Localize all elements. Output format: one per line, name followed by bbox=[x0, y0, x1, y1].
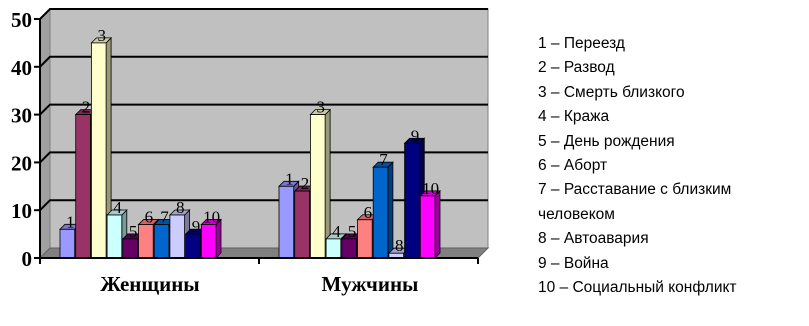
bar-data-label: 10 bbox=[203, 208, 220, 227]
side-wall bbox=[39, 7, 51, 260]
y-tick-label: 20 bbox=[11, 151, 32, 175]
bar-front bbox=[75, 114, 91, 259]
y-tick-label: 0 bbox=[22, 247, 33, 271]
bar-front bbox=[59, 228, 76, 259]
bar-data-label: 7 bbox=[379, 150, 388, 169]
bar-data-label: 5 bbox=[348, 222, 357, 241]
bar bbox=[184, 228, 207, 259]
bar-data-label: 4 bbox=[332, 222, 341, 241]
bar bbox=[200, 218, 222, 259]
bar-front bbox=[122, 238, 138, 259]
bar-data-label: 1 bbox=[285, 169, 294, 188]
bar-front bbox=[91, 42, 107, 259]
bar bbox=[372, 161, 394, 259]
bar-data-label: 1 bbox=[66, 212, 75, 231]
legend-item: 4 – Кража bbox=[538, 108, 610, 126]
bar-front bbox=[169, 214, 185, 259]
x-category-label: Женщины bbox=[100, 272, 199, 296]
y-tick-label: 10 bbox=[11, 199, 32, 223]
legend-item: 6 – Аборт bbox=[538, 157, 608, 175]
gridline bbox=[39, 103, 488, 116]
chart-axes bbox=[34, 18, 479, 264]
bar-front bbox=[309, 114, 326, 259]
legend-item: 9 – Война bbox=[538, 254, 609, 272]
bar-front bbox=[325, 238, 342, 259]
bar-data-label: 9 bbox=[192, 217, 201, 236]
legend-item: 10 – Социальный конфликт bbox=[538, 279, 737, 297]
legend-item: 7 – Расставание с близким человеком bbox=[538, 181, 732, 223]
legend-item: 5 – День рождения bbox=[538, 132, 675, 150]
bar-data-label: 9 bbox=[411, 126, 420, 145]
gridline bbox=[39, 151, 488, 164]
bar bbox=[309, 108, 332, 259]
bar-front bbox=[357, 219, 373, 259]
bar-data-label: 3 bbox=[317, 98, 326, 117]
gridline bbox=[39, 55, 488, 68]
bar-front bbox=[185, 233, 201, 259]
legend-item: 3 – Смерть близкого bbox=[538, 83, 685, 101]
bar-data-label: 6 bbox=[145, 208, 154, 227]
bar-data-label: 8 bbox=[395, 236, 404, 255]
bar-data-label: 3 bbox=[98, 26, 107, 45]
bar-data-label: 2 bbox=[82, 98, 91, 117]
legend-item: 1 – Переезд bbox=[538, 35, 625, 52]
bar bbox=[419, 189, 441, 259]
bar-data-label: 2 bbox=[301, 174, 310, 193]
legend: 1 – Переезд 2 – Развод 3 – Смерть близко… bbox=[538, 32, 808, 300]
legend-item: 8 – Автоавария bbox=[538, 230, 649, 248]
bar-data-label: 5 bbox=[129, 222, 138, 241]
y-tick-label: 40 bbox=[11, 56, 32, 80]
bar-side bbox=[434, 189, 441, 259]
bar-front bbox=[106, 214, 123, 259]
bar-side bbox=[387, 161, 394, 259]
bar-front bbox=[419, 195, 436, 259]
bar-front bbox=[372, 166, 389, 259]
bar-front bbox=[404, 142, 420, 259]
y-tick-label: 50 bbox=[11, 8, 32, 32]
x-category-label: Мужчины bbox=[322, 272, 419, 296]
bar-front bbox=[341, 238, 357, 259]
bar-front bbox=[200, 224, 217, 259]
bar-data-label: 8 bbox=[176, 198, 185, 217]
bar-data-label: 7 bbox=[160, 208, 169, 227]
bar-front bbox=[294, 190, 310, 259]
legend-item: 2 – Развод bbox=[538, 59, 615, 77]
chart-gridlines bbox=[39, 8, 488, 211]
bar-front bbox=[138, 224, 154, 259]
bar-data-label: 6 bbox=[364, 203, 373, 222]
bar-data-label: 4 bbox=[113, 198, 122, 217]
gridline bbox=[39, 199, 488, 211]
bar-front bbox=[278, 185, 295, 259]
gridline bbox=[39, 8, 488, 20]
bar-front bbox=[153, 224, 170, 259]
y-tick-label: 30 bbox=[11, 104, 32, 128]
bar-data-label: 10 bbox=[422, 179, 439, 198]
